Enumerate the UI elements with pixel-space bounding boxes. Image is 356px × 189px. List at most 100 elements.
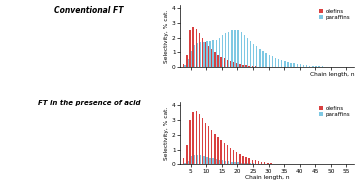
Bar bbox=[194, 45, 195, 67]
Text: FT in the presence of acid: FT in the presence of acid bbox=[38, 100, 140, 106]
Y-axis label: Selectivity, % cat.: Selectivity, % cat. bbox=[164, 9, 169, 63]
Bar bbox=[219, 160, 220, 164]
Bar bbox=[203, 156, 205, 164]
Bar bbox=[205, 123, 206, 164]
Bar bbox=[231, 30, 232, 67]
Bar bbox=[199, 33, 200, 67]
Bar bbox=[227, 145, 228, 164]
Bar bbox=[234, 30, 236, 67]
Bar bbox=[192, 27, 194, 67]
Bar bbox=[191, 156, 192, 164]
Bar bbox=[267, 163, 268, 164]
Bar bbox=[225, 33, 226, 67]
Bar bbox=[222, 160, 223, 164]
Bar bbox=[224, 58, 225, 67]
Bar bbox=[293, 63, 295, 67]
Bar bbox=[216, 40, 217, 67]
Bar bbox=[272, 56, 273, 67]
Bar bbox=[228, 32, 230, 67]
Bar bbox=[253, 44, 255, 67]
Bar bbox=[188, 161, 189, 164]
Bar bbox=[197, 43, 198, 67]
Bar bbox=[183, 64, 184, 67]
Bar bbox=[214, 134, 216, 164]
Bar bbox=[306, 65, 307, 67]
Bar bbox=[205, 42, 206, 67]
Bar bbox=[216, 159, 217, 164]
Bar bbox=[199, 114, 200, 164]
Bar bbox=[248, 158, 250, 164]
Bar bbox=[231, 162, 232, 164]
Bar bbox=[197, 155, 198, 164]
Bar bbox=[255, 160, 256, 164]
Bar bbox=[278, 59, 279, 67]
Bar bbox=[241, 163, 242, 164]
Bar bbox=[206, 41, 208, 67]
Bar bbox=[241, 32, 242, 67]
Bar bbox=[266, 53, 267, 67]
Bar bbox=[256, 163, 257, 164]
Bar bbox=[252, 66, 253, 67]
Bar bbox=[281, 60, 282, 67]
Bar bbox=[236, 63, 237, 67]
Bar bbox=[237, 30, 239, 67]
Bar bbox=[300, 64, 301, 67]
Bar bbox=[237, 162, 239, 164]
Bar bbox=[203, 42, 205, 67]
Bar bbox=[184, 163, 186, 164]
Bar bbox=[318, 66, 320, 67]
X-axis label: Chain length, n: Chain length, n bbox=[245, 175, 289, 180]
Bar bbox=[303, 65, 304, 67]
Bar bbox=[315, 66, 317, 67]
Bar bbox=[202, 38, 203, 67]
Y-axis label: Selectivity, % cat.: Selectivity, % cat. bbox=[164, 106, 169, 160]
Bar bbox=[211, 50, 213, 67]
Bar bbox=[275, 58, 276, 67]
Bar bbox=[252, 160, 253, 164]
Bar bbox=[195, 29, 197, 67]
Bar bbox=[222, 35, 223, 67]
Bar bbox=[242, 156, 244, 164]
Bar bbox=[287, 62, 289, 67]
Bar bbox=[253, 163, 255, 164]
Bar bbox=[230, 61, 231, 67]
Bar bbox=[184, 65, 186, 67]
Bar bbox=[219, 38, 220, 67]
Legend: olefins, paraffins: olefins, paraffins bbox=[318, 8, 351, 21]
Text: Chain length, n: Chain length, n bbox=[310, 72, 354, 77]
Bar bbox=[247, 163, 248, 164]
Bar bbox=[258, 161, 259, 164]
Bar bbox=[250, 163, 251, 164]
Bar bbox=[183, 158, 184, 164]
Bar bbox=[273, 163, 275, 164]
Bar bbox=[209, 158, 211, 164]
Bar bbox=[244, 35, 245, 67]
Bar bbox=[297, 64, 298, 67]
Bar bbox=[233, 150, 234, 164]
Bar bbox=[224, 143, 225, 164]
Bar bbox=[239, 64, 241, 67]
Bar bbox=[225, 161, 226, 164]
Bar bbox=[188, 59, 189, 67]
Bar bbox=[268, 55, 270, 67]
Bar bbox=[255, 66, 256, 67]
Bar bbox=[230, 148, 231, 164]
Text: Conventional FT: Conventional FT bbox=[54, 6, 124, 15]
Bar bbox=[244, 163, 245, 164]
Bar bbox=[208, 126, 209, 164]
Legend: olefins, paraffins: olefins, paraffins bbox=[318, 105, 351, 118]
Bar bbox=[228, 161, 230, 164]
Bar bbox=[290, 63, 292, 67]
Bar bbox=[239, 154, 241, 164]
Bar bbox=[242, 65, 244, 67]
Bar bbox=[245, 65, 247, 67]
Bar bbox=[309, 66, 310, 67]
Bar bbox=[248, 66, 250, 67]
Bar bbox=[202, 118, 203, 164]
Bar bbox=[227, 60, 228, 67]
Bar bbox=[259, 49, 261, 67]
Bar bbox=[208, 46, 209, 67]
Bar bbox=[220, 57, 222, 67]
Bar bbox=[245, 157, 247, 164]
Bar bbox=[234, 162, 236, 164]
